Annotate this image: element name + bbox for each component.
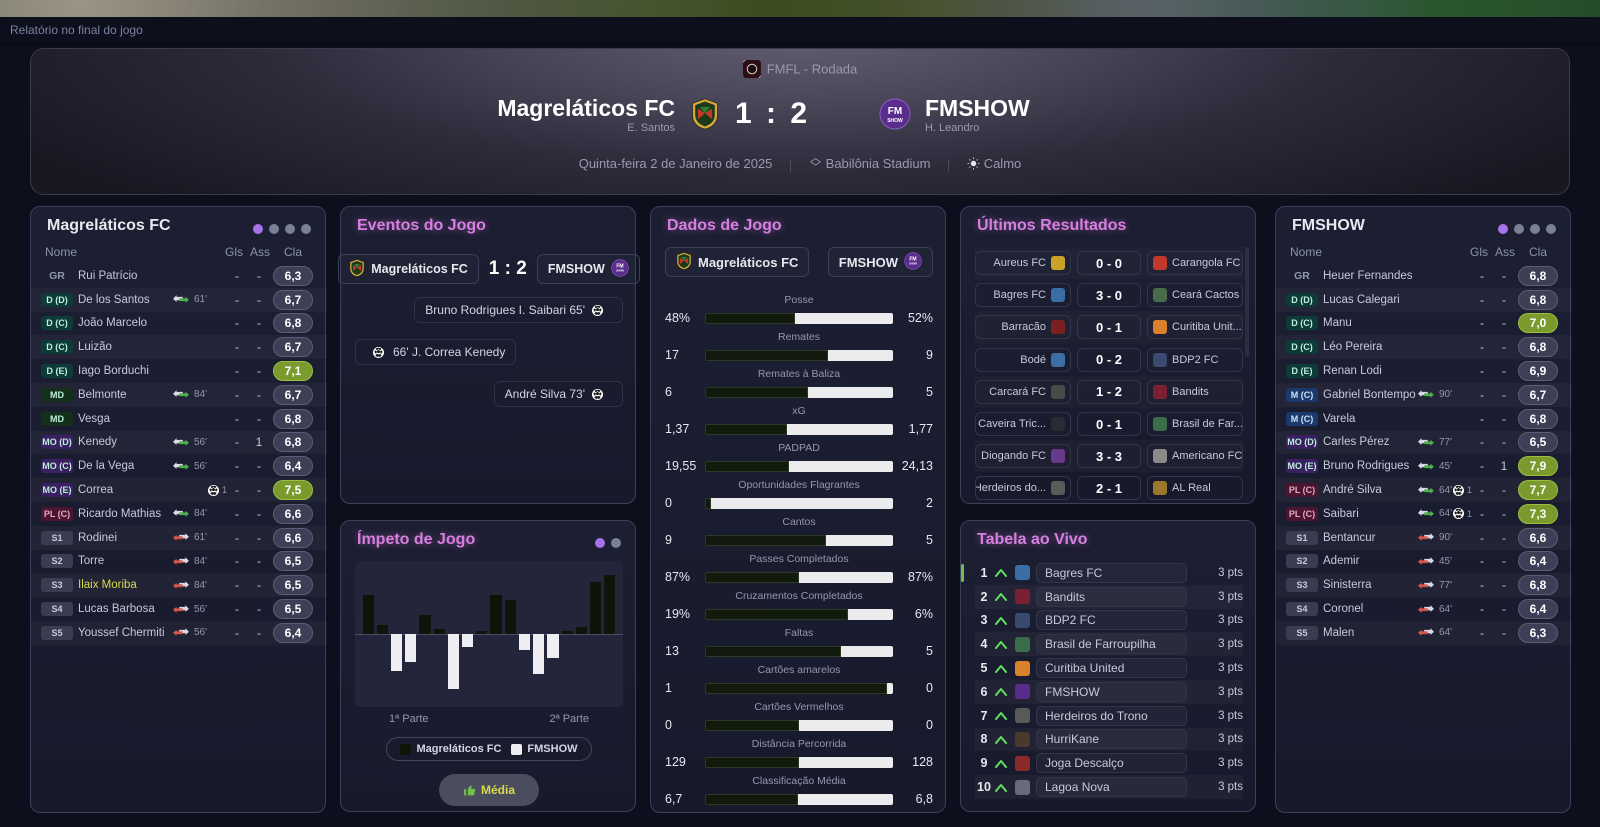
svg-text:SHOW: SHOW: [887, 118, 903, 124]
svg-text:FM: FM: [909, 256, 916, 262]
svg-text:FM: FM: [888, 106, 902, 117]
svg-text:SHOW: SHOW: [616, 269, 624, 272]
svg-text:FM: FM: [616, 263, 623, 269]
svg-text:SHOW: SHOW: [909, 262, 917, 265]
